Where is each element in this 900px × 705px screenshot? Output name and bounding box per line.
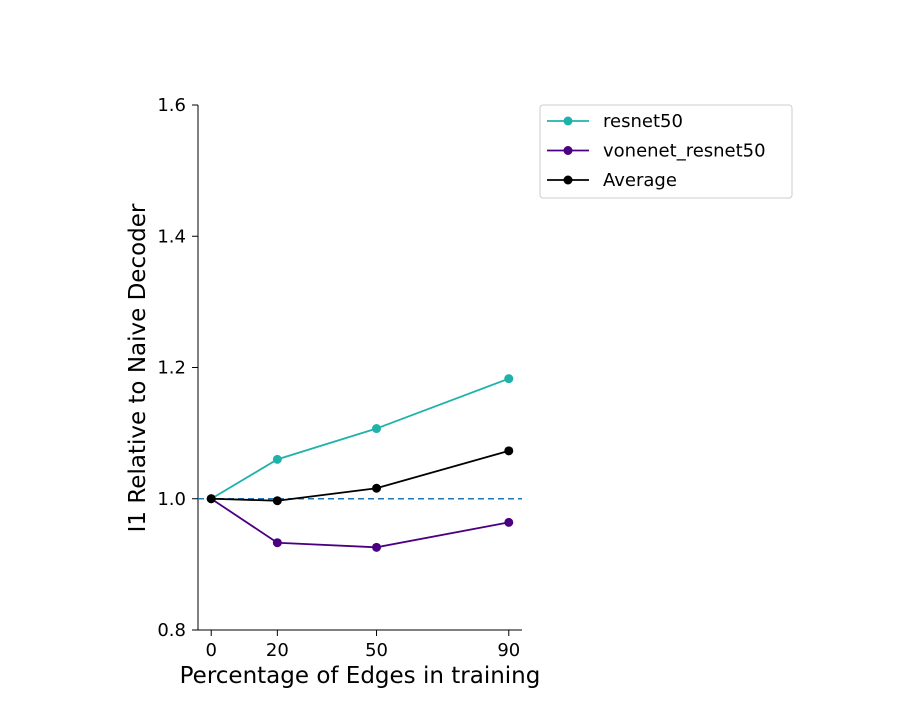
x-tick-label: 90	[497, 640, 520, 661]
data-point	[206, 494, 216, 504]
x-tick-label: 0	[205, 640, 216, 661]
data-point	[272, 454, 282, 464]
series-line	[210, 498, 509, 549]
tick-layer: 0.8 1.0 1.2 1.4 1.6 0 20 50 90	[157, 95, 520, 661]
data-point	[504, 446, 514, 456]
legend-entry-label: Average	[603, 170, 677, 191]
data-point	[372, 542, 382, 552]
y-tick-label: 0.8	[157, 620, 186, 641]
legend-entry-label: resnet50	[603, 111, 683, 132]
data-point	[272, 496, 282, 506]
x-tick-label: 20	[266, 640, 289, 661]
data-point	[272, 538, 282, 548]
axes	[197, 105, 522, 631]
y-tick-label: 1.4	[157, 226, 186, 247]
x-axis-label: Percentage of Edges in training	[180, 663, 541, 689]
data-point	[504, 517, 514, 527]
series-vonenet_resnet50	[206, 494, 514, 552]
x-tick-label: 50	[365, 640, 388, 661]
y-tick-label: 1.2	[157, 358, 186, 379]
y-axis-label: I1 Relative to Naive Decoder	[125, 203, 151, 532]
data-point	[372, 424, 382, 434]
legend-box	[539, 104, 793, 199]
legend-swatch-marker	[563, 146, 573, 155]
legend: resnet50 vonenet_resnet50 Average	[539, 104, 793, 199]
legend-entry-label: vonenet_resnet50	[603, 141, 766, 162]
data-point	[372, 483, 382, 493]
series-line	[210, 377, 510, 500]
legend-swatch-marker	[563, 116, 573, 126]
y-tick-label: 1.0	[157, 489, 186, 510]
series-average	[206, 446, 514, 506]
legend-swatch-marker	[563, 175, 573, 185]
series-resnet50	[206, 374, 514, 504]
series-line	[211, 449, 510, 502]
series-layer	[206, 374, 514, 552]
data-point	[504, 374, 514, 384]
y-tick-label: 1.6	[157, 95, 186, 116]
